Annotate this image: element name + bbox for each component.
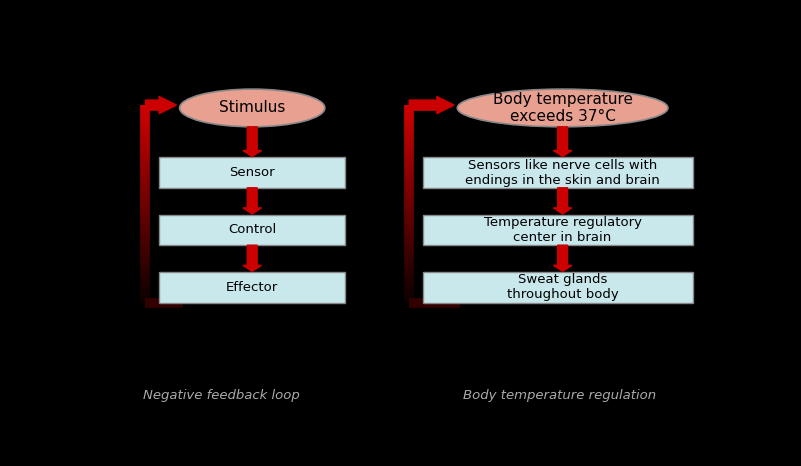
FancyBboxPatch shape <box>423 272 693 302</box>
Text: Stimulus: Stimulus <box>219 101 285 116</box>
Text: Sweat glands
throughout body: Sweat glands throughout body <box>507 274 618 302</box>
FancyBboxPatch shape <box>159 158 345 188</box>
FancyArrow shape <box>409 96 454 114</box>
Text: Control: Control <box>228 224 276 236</box>
Text: Body temperature
exceeds 37°C: Body temperature exceeds 37°C <box>493 92 633 124</box>
Text: Negative feedback loop: Negative feedback loop <box>143 389 300 402</box>
FancyBboxPatch shape <box>159 215 345 245</box>
Text: Body temperature regulation: Body temperature regulation <box>463 389 656 402</box>
FancyArrow shape <box>553 127 572 157</box>
FancyArrow shape <box>243 188 261 214</box>
Text: Effector: Effector <box>226 281 278 294</box>
Text: Temperature regulatory
center in brain: Temperature regulatory center in brain <box>484 216 642 244</box>
FancyBboxPatch shape <box>159 272 345 302</box>
FancyArrow shape <box>243 245 261 271</box>
FancyArrow shape <box>146 96 176 114</box>
FancyArrow shape <box>553 245 572 271</box>
FancyBboxPatch shape <box>423 158 693 188</box>
Ellipse shape <box>457 89 668 127</box>
Text: Sensors like nerve cells with
endings in the skin and brain: Sensors like nerve cells with endings in… <box>465 158 660 186</box>
Ellipse shape <box>179 89 325 127</box>
FancyArrow shape <box>553 188 572 214</box>
Text: Sensor: Sensor <box>229 166 275 179</box>
FancyArrow shape <box>243 127 261 157</box>
FancyBboxPatch shape <box>423 215 693 245</box>
